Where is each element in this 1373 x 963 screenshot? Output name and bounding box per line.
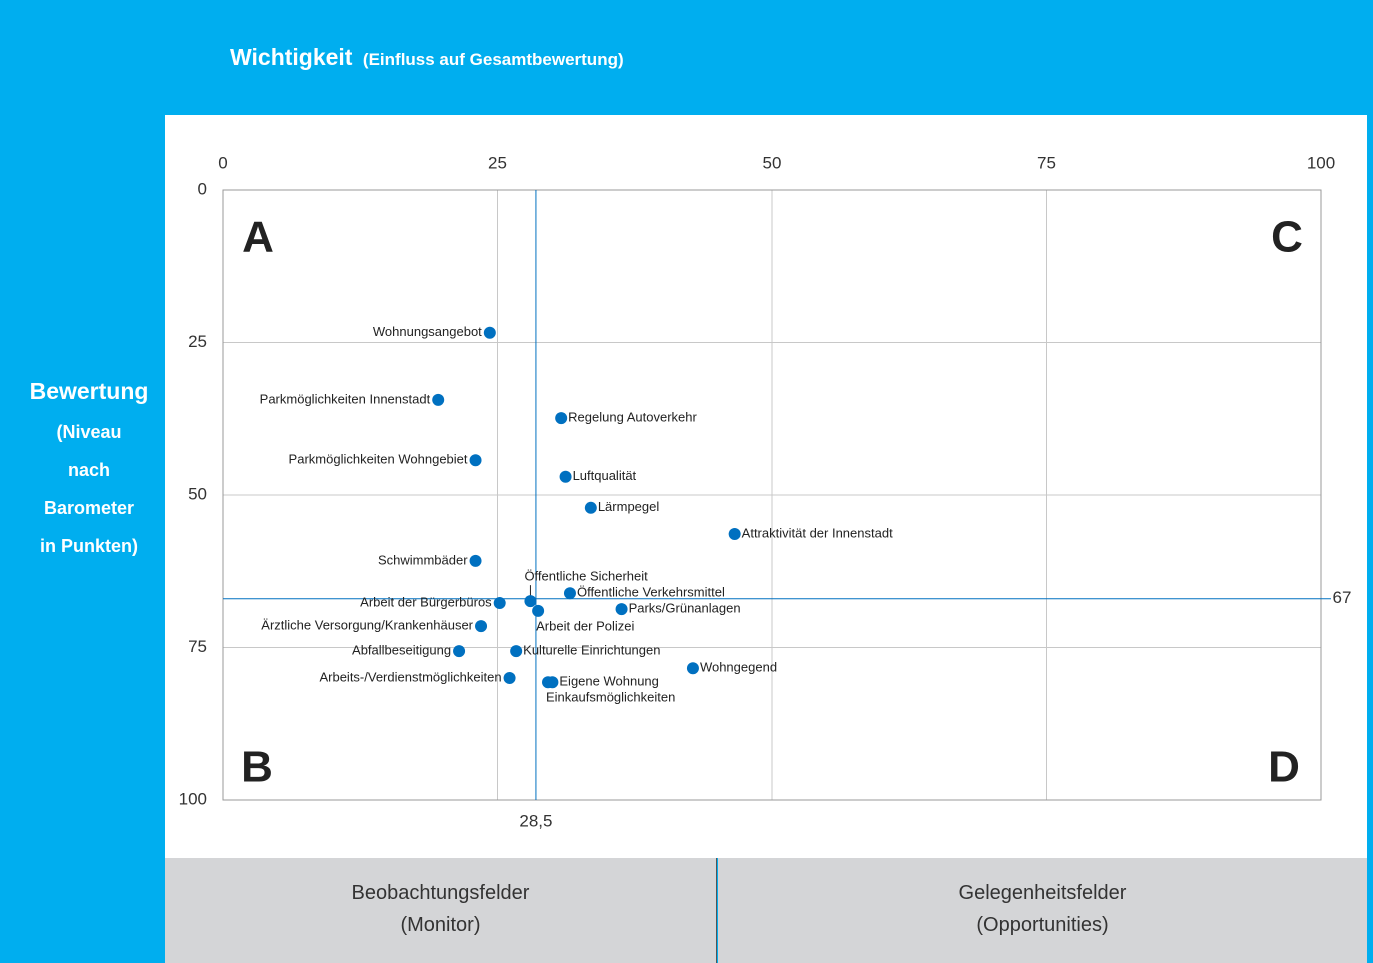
x-tick-label: 0 [218,153,227,172]
y-axis-label: Bewertung (Niveau nach Barometer in Punk… [10,378,168,565]
point-label: Parks/Grünanlagen [629,601,741,616]
point-label: Eigene Wohnung [559,674,659,689]
footer-subtitle: (Monitor) [400,914,481,936]
y-tick-label: 75 [188,637,207,656]
point-label: Arbeits-/Verdienstmöglichkeiten [319,669,501,684]
reference-label: 67 [1333,588,1352,607]
point-label: Öffentliche Sicherheit [524,569,648,584]
point [728,528,741,541]
point [493,596,506,609]
point [542,676,555,689]
point [432,393,445,406]
point-label: Kulturelle Einrichtungen [523,643,660,658]
quadrant-label: A [242,213,274,262]
y-tick-label: 50 [188,484,207,503]
point-label: Luftqualität [573,468,637,483]
point-label: Öffentliche Verkehrsmittel [577,585,725,600]
x-tick-label: 25 [488,153,507,172]
quadrant-label: C [1271,213,1303,262]
point [453,645,466,658]
header: Wichtigkeit (Einfluss auf Gesamtbewertun… [230,44,624,71]
point [475,620,488,633]
point-label: Lärmpegel [598,499,660,514]
point [483,326,496,339]
point [510,645,523,658]
y-label-sub: (Niveau nach Barometer in Punkten) [40,422,138,556]
point-label: Einkaufsmöglichkeiten [546,690,675,705]
point [615,603,628,616]
point-label: Attraktivität der Innenstadt [742,525,893,540]
point-label: Ärztliche Versorgung/Krankenhäuser [261,618,473,633]
point-label: Parkmöglichkeiten Innenstadt [260,391,431,406]
x-tick-label: 100 [1307,153,1335,172]
point [469,554,482,567]
footer-right: Gelegenheitsfelder (Opportunities) [718,858,1367,963]
footer-left: Beobachtungsfelder (Monitor) [165,858,717,963]
point-label: Regelung Autoverkehr [568,410,697,425]
point-label: Schwimmbäder [378,552,468,567]
footer-title: Gelegenheitsfelder [958,882,1127,904]
point-label: Arbeit der Bürgerbüros [360,594,492,609]
reference-label: 28,5 [519,811,552,830]
point-label: Parkmöglichkeiten Wohngebiet [289,452,468,467]
point [503,672,516,684]
quadrant-label: D [1268,743,1300,792]
point [555,412,568,425]
quadrant-label: B [241,743,273,792]
point [584,501,597,514]
point [559,470,572,483]
point [563,587,576,600]
chart-title: Wichtigkeit [230,44,353,70]
footer-subtitle: (Opportunities) [976,914,1109,936]
point-label: Arbeit der Polizei [536,618,634,633]
point-label: Abfallbeseitigung [352,643,451,658]
x-tick-label: 50 [763,153,782,172]
point-label: Wohngegend [700,660,777,675]
point [524,595,537,608]
footer-title: Beobachtungsfelder [351,882,530,904]
chart-subtitle: (Einfluss auf Gesamtbewertung) [362,50,624,69]
point [469,454,482,467]
point [686,662,699,675]
y-tick-label: 25 [188,332,207,351]
plot-border [222,189,1322,801]
chart-frame [165,115,1367,858]
point-label: Wohnungsangebot [373,324,482,339]
x-tick-label: 75 [1037,153,1056,172]
y-label: Bewertung [29,378,149,404]
y-tick-label: 100 [179,789,207,808]
y-tick-label: 0 [198,179,207,198]
point [532,604,545,617]
